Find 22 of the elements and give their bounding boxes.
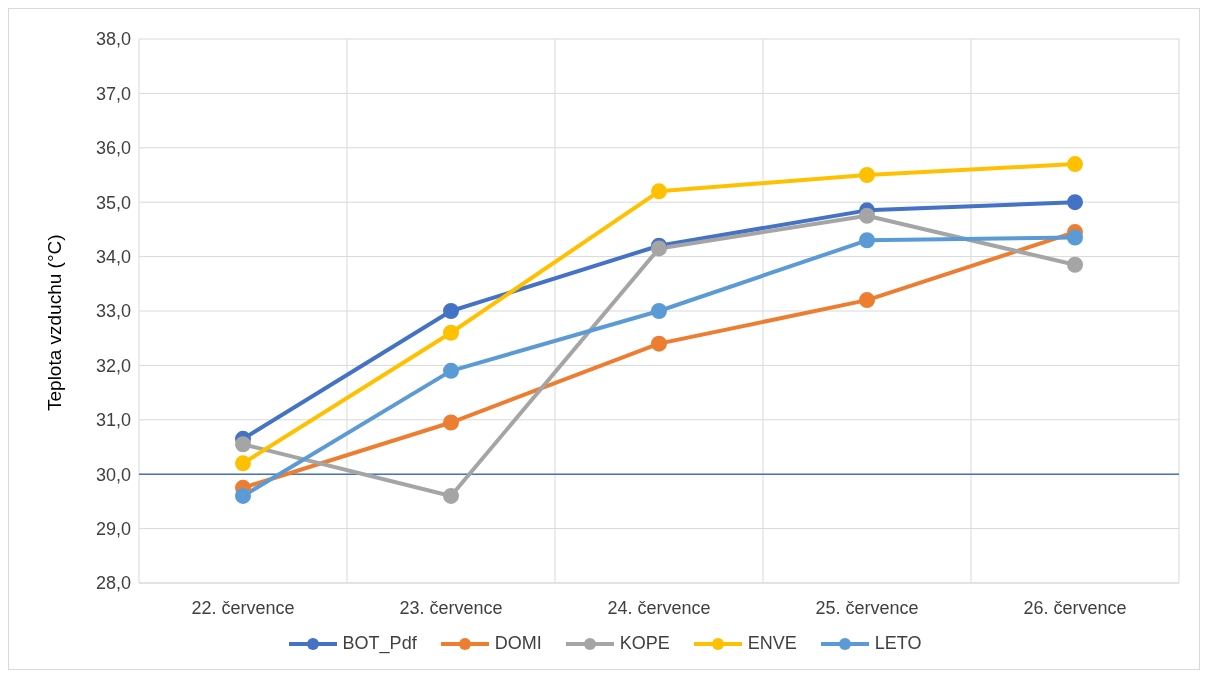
y-tick-label: 36,0 bbox=[95, 138, 131, 159]
x-tick-label: 26. července bbox=[1023, 597, 1127, 618]
legend-label: LETO bbox=[874, 633, 922, 654]
legend-label: KOPE bbox=[619, 633, 670, 654]
y-tick-label: 33,0 bbox=[95, 301, 131, 322]
y-tick-label: 32,0 bbox=[95, 355, 131, 376]
x-tick-label: 23. července bbox=[399, 597, 503, 618]
y-axis-title: Teplota vzduchu (°C) bbox=[43, 234, 65, 411]
x-tick-label: 25. července bbox=[815, 597, 919, 618]
y-tick-label: 37,0 bbox=[95, 83, 131, 104]
y-tick-label: 28,0 bbox=[95, 573, 131, 594]
y-tick-label: 35,0 bbox=[95, 192, 131, 213]
y-tick-label: 29,0 bbox=[95, 518, 131, 539]
x-tick-label: 24. července bbox=[607, 597, 711, 618]
y-tick-label: 38,0 bbox=[95, 29, 131, 50]
x-tick-label: 22. července bbox=[191, 597, 295, 618]
y-tick-label: 31,0 bbox=[95, 410, 131, 431]
y-tick-label: 34,0 bbox=[95, 246, 131, 267]
legend-label: BOT_Pdf bbox=[342, 633, 417, 654]
legend-label: DOMI bbox=[494, 633, 542, 654]
y-tick-label: 30,0 bbox=[95, 464, 131, 485]
legend-label: ENVE bbox=[747, 633, 797, 654]
